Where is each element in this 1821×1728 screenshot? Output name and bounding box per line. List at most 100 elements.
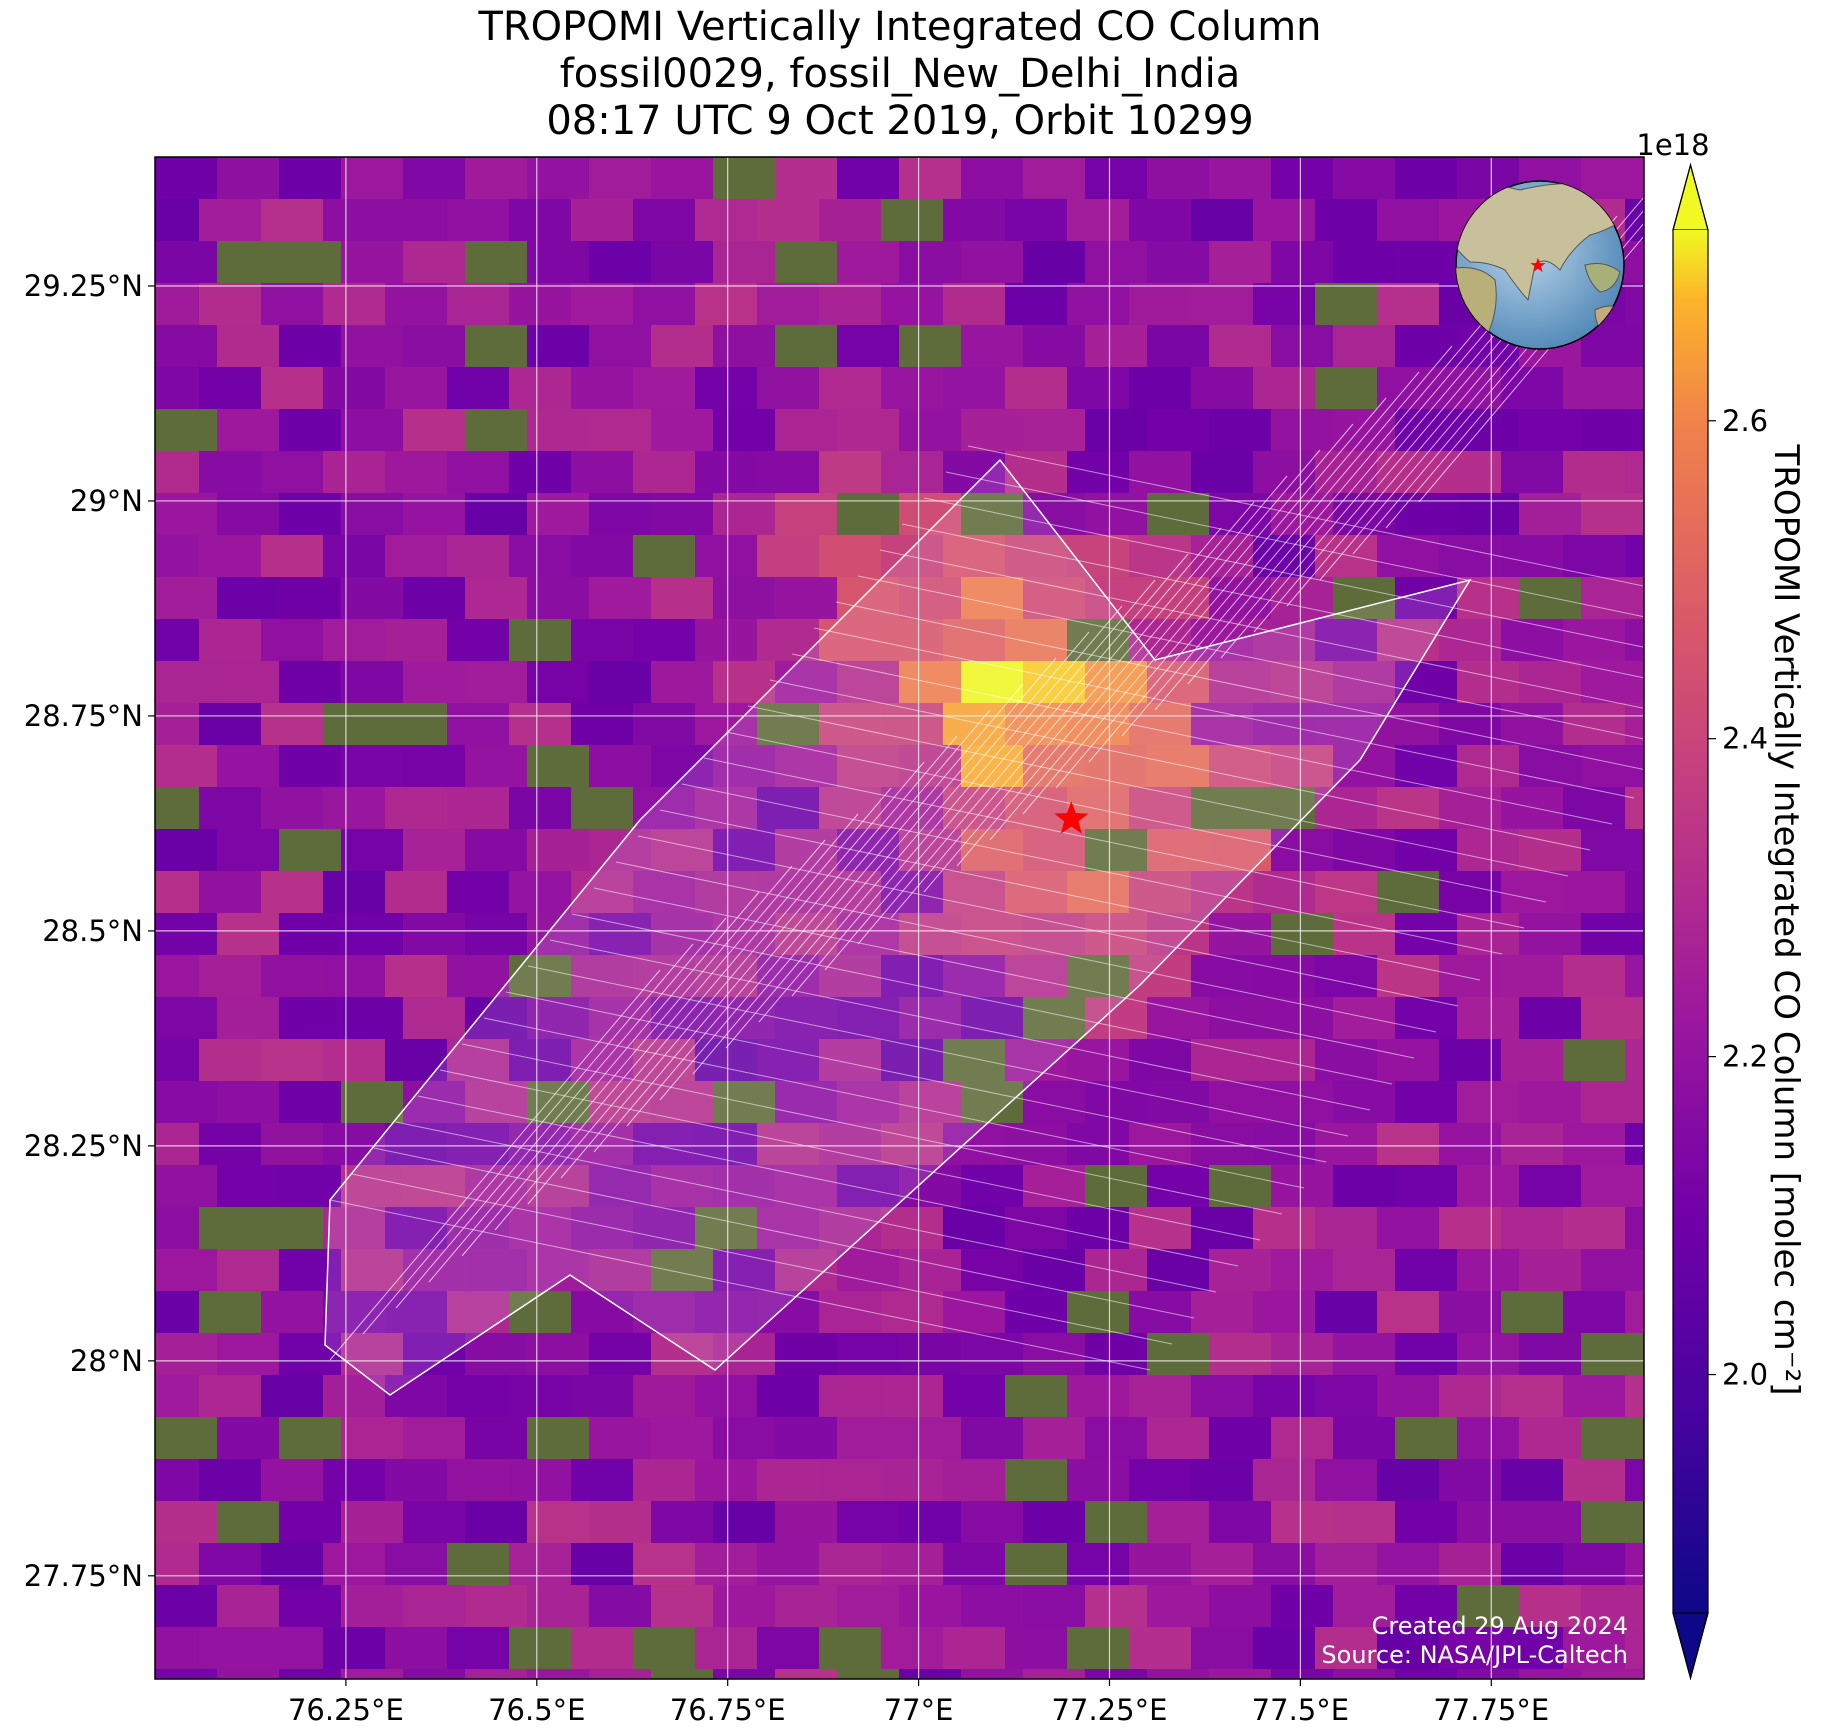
co-pixel: [1253, 451, 1316, 494]
co-pixel: [633, 1627, 696, 1670]
co-pixel: [155, 325, 156, 368]
co-pixel: [1333, 325, 1396, 368]
co-pixel: [1581, 1669, 1644, 1679]
co-pixel: [1023, 241, 1086, 284]
co-pixel: [403, 913, 466, 956]
co-pixel: [465, 1585, 528, 1628]
footprint-mesh-line: [395, 1121, 1217, 1293]
co-pixel: [1271, 1333, 1334, 1376]
co-pixel: [943, 283, 1006, 326]
footprint-mesh-line: [527, 965, 1349, 1137]
co-pixel: [695, 871, 758, 914]
co-pixel: [1625, 199, 1644, 242]
co-pixel: [961, 325, 1024, 368]
co-pixel: [527, 829, 590, 872]
co-pixel: [1395, 325, 1458, 368]
co-pixel: [261, 535, 324, 578]
co-pixel: [1563, 1627, 1626, 1670]
co-pixel: [1085, 1585, 1148, 1628]
co-pixel: [1209, 661, 1272, 704]
footprint-mesh-line: [571, 913, 1393, 1085]
co-pixel: [651, 157, 714, 200]
co-pixel: [1253, 1039, 1316, 1082]
co-pixel: [1315, 1543, 1378, 1586]
co-pixel: [385, 535, 448, 578]
co-pixel: [155, 745, 218, 788]
co-pixel: [633, 703, 696, 746]
footprint-mesh-line: [967, 445, 1644, 587]
co-pixel: [1377, 787, 1440, 830]
co-pixel: [1519, 409, 1582, 452]
co-pixel: [837, 1165, 900, 1208]
co-pixel: [155, 1501, 156, 1544]
co-pixel: [217, 325, 280, 368]
co-pixel: [1439, 535, 1502, 578]
co-pixel: [1209, 745, 1272, 788]
co-pixel: [819, 1123, 882, 1166]
co-pixel: [1705, 1249, 1768, 1292]
co-pixel: [1271, 409, 1334, 452]
co-pixel: [899, 157, 962, 200]
co-pixel: [1191, 955, 1254, 998]
footprint-mesh-line: [681, 783, 1503, 955]
co-pixel: [1439, 619, 1502, 662]
co-pixel: [1333, 409, 1396, 452]
co-pixel: [1705, 1585, 1768, 1628]
co-pixel: [217, 997, 280, 1040]
co-pixel: [217, 661, 280, 704]
co-pixel: [1625, 703, 1644, 746]
co-pixel: [1147, 1249, 1210, 1292]
co-pixel: [695, 619, 758, 662]
co-pixel: [1457, 1249, 1520, 1292]
co-pixel: [1005, 367, 1068, 410]
co-pixel: [881, 1627, 944, 1670]
co-pixel: [1005, 1123, 1068, 1166]
co-pixel: [199, 535, 262, 578]
co-pixel: [155, 997, 156, 1040]
footprint-mesh-line: [769, 679, 1591, 851]
co-pixel: [881, 1375, 944, 1418]
co-pixel: [1377, 703, 1440, 746]
co-pixel: [1519, 745, 1582, 788]
map-frame: [154, 156, 1645, 1680]
co-pixel: [509, 1459, 572, 1502]
co-pixel: [75, 1375, 138, 1418]
co-pixel: [341, 1333, 404, 1376]
co-pixel: [261, 1543, 324, 1586]
co-pixel: [1333, 1669, 1396, 1679]
co-pixel: [1271, 1501, 1334, 1544]
co-pixel: [199, 871, 262, 914]
co-pixel: [1067, 871, 1130, 914]
footprint-mesh-line: [637, 835, 1459, 1007]
co-pixel: [1501, 1543, 1564, 1586]
co-pixel: [199, 1459, 262, 1502]
co-pixel: [1395, 913, 1458, 956]
co-pixel: [961, 157, 1024, 200]
co-pixel: [1333, 1585, 1396, 1628]
co-pixel: [1377, 1207, 1440, 1250]
co-pixel: [837, 997, 900, 1040]
co-pixel: [713, 1249, 776, 1292]
co-pixel: [713, 241, 776, 284]
footprint-mesh-line: [923, 497, 1644, 648]
co-pixel: [1563, 871, 1626, 914]
co-pixel: [1067, 1207, 1130, 1250]
co-pixel: [341, 577, 404, 620]
co-pixel: [837, 1585, 900, 1628]
co-pixel: [1191, 283, 1254, 326]
co-pixel: [775, 1417, 838, 1460]
co-pixel: [713, 1417, 776, 1460]
co-pixel: [961, 409, 1024, 452]
co-pixel: [1129, 1459, 1192, 1502]
co-pixel: [943, 451, 1006, 494]
co-pixel: [899, 1417, 962, 1460]
title-line-2: fossil0029, fossil_New_Delhi_India: [559, 51, 1241, 97]
co-pixel: [385, 1375, 448, 1418]
co-pixel: [1253, 1375, 1316, 1418]
co-pixel: [509, 535, 572, 578]
co-pixel: [261, 787, 324, 830]
co-pixel: [323, 955, 386, 998]
co-pixel: [881, 703, 944, 746]
co-pixel: [571, 367, 634, 410]
co-pixel: [509, 871, 572, 914]
